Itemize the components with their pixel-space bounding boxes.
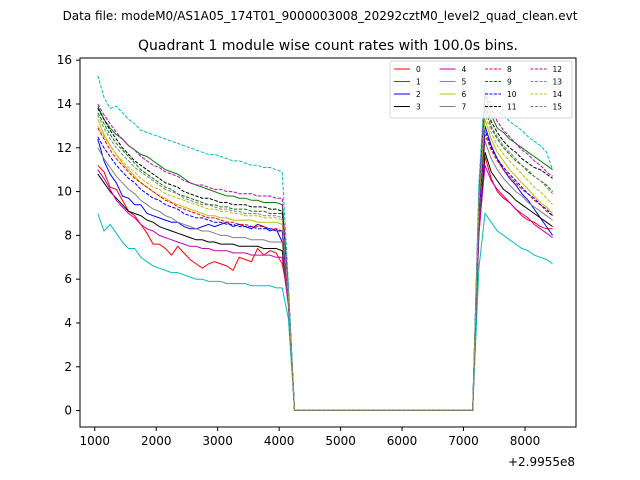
y-tick-label: 14: [57, 97, 72, 111]
y-tick-label: 4: [64, 316, 72, 330]
legend-label: 12: [553, 65, 563, 74]
legend-label: 13: [553, 78, 563, 87]
y-tick-label: 0: [64, 404, 72, 418]
legend-label: 14: [553, 90, 563, 99]
legend-entry-4: 4: [439, 65, 467, 74]
legend-entry-13: 13: [530, 78, 563, 87]
series-line-3: [97, 152, 553, 411]
x-tick-label: 7000: [448, 434, 479, 448]
legend-entry-1: 1: [394, 78, 421, 87]
legend-entry-8: 8: [485, 65, 512, 74]
y-tick-label: 10: [57, 185, 72, 199]
legend-label: 8: [507, 65, 512, 74]
x-tick-label: 8000: [510, 434, 541, 448]
legend-entry-7: 7: [439, 103, 467, 112]
legend-box: [389, 60, 573, 119]
legend-label: 3: [416, 103, 421, 112]
x-tick-label: 2000: [141, 434, 172, 448]
legend-label: 7: [462, 103, 467, 112]
legend-label: 9: [507, 78, 512, 87]
legend-label: 0: [416, 65, 421, 74]
axes-layer: 1000 2000 3000 4000 5000 6000 7000 800002468101…: [57, 53, 541, 448]
legend-entry-0: 0: [394, 65, 421, 74]
legend-entry-12: 12: [530, 65, 563, 74]
legend-label: 5: [462, 78, 467, 87]
legend-entry-9: 9: [485, 78, 512, 87]
x-tick-label: 5000: [325, 434, 356, 448]
legend-entry-15: 15: [530, 103, 563, 112]
legend-label: 6: [462, 90, 467, 99]
legend-label: 10: [507, 90, 517, 99]
series-line-4: [97, 165, 553, 411]
x-tick-label: 6000: [387, 434, 418, 448]
series-line-5: [97, 212, 553, 411]
legend-entry-14: 14: [530, 90, 563, 99]
legend-entry-2: 2: [394, 90, 421, 99]
legend-entry-3: 3: [394, 103, 421, 112]
legend-entry-11: 11: [485, 103, 517, 112]
plot-frame: [79, 57, 577, 428]
x-tick-label: 1000: [79, 434, 110, 448]
y-tick-label: 12: [57, 141, 72, 155]
legend-entry-10: 10: [485, 90, 517, 99]
x-offset-label: +2.9955e8: [508, 455, 575, 469]
x-tick-label: 3000: [202, 434, 233, 448]
legend-entry-5: 5: [439, 78, 467, 87]
y-tick-label: 6: [64, 272, 72, 286]
legend-label: 15: [553, 103, 563, 112]
legend-label: 2: [416, 90, 421, 99]
y-tick-label: 2: [64, 360, 72, 374]
series-line-7: [97, 141, 553, 411]
series-line-15: [97, 106, 553, 411]
legend-label: 1: [416, 78, 421, 87]
y-tick-label: 8: [64, 228, 72, 242]
y-tick-label: 16: [57, 53, 72, 67]
legend-label: 11: [507, 103, 517, 112]
x-tick-label: 4000: [264, 434, 295, 448]
legend-label: 4: [462, 65, 467, 74]
legend-entry-6: 6: [439, 90, 467, 99]
series-layer: [97, 75, 554, 411]
chart-suptitle: Data file: modeM0/AS1A05_174T01_90000030…: [63, 9, 578, 23]
chart-title: Quadrant 1 module wise count rates with …: [138, 38, 518, 54]
